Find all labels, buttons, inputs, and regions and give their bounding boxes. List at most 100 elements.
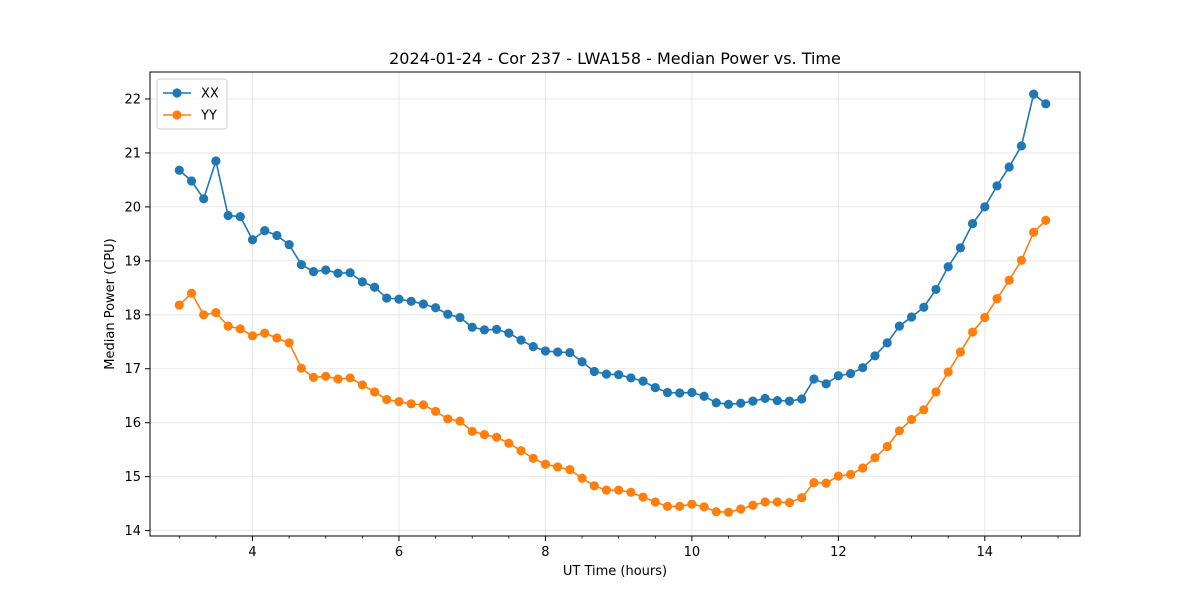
data-point-xx [601, 369, 612, 379]
y-tick-label: 19 [124, 254, 141, 269]
data-point-xx [1029, 89, 1039, 99]
data-point-xx [858, 363, 868, 373]
data-point-xx [321, 265, 331, 275]
plot-frame [149, 71, 1081, 537]
data-point-xx [638, 376, 648, 386]
data-point-yy [870, 453, 880, 463]
y-tick-label: 20 [124, 200, 141, 215]
data-point-yy [199, 310, 209, 320]
data-point-yy [382, 394, 392, 405]
data-point-yy [723, 507, 734, 517]
data-point-xx [931, 284, 941, 295]
data-point-yy [553, 462, 563, 472]
data-point-yy [321, 371, 331, 381]
data-point-yy [662, 501, 673, 511]
x-tick-label: 14 [977, 545, 994, 560]
data-point-xx [760, 393, 770, 404]
data-point-yy [784, 497, 795, 508]
legend-swatch-marker [172, 110, 182, 120]
grid [150, 72, 1080, 536]
data-point-yy [931, 387, 941, 397]
data-point-xx [577, 357, 587, 367]
data-point-yy [638, 492, 648, 502]
data-point-yy [491, 432, 502, 442]
chart-title: 2024-01-24 - Cor 237 - LWA158 - Median P… [389, 49, 841, 68]
data-point-yy [967, 327, 978, 337]
data-point-xx [369, 282, 380, 292]
data-point-yy [455, 416, 465, 426]
data-point-yy [479, 429, 490, 440]
data-point-xx [626, 373, 636, 383]
data-point-yy [748, 500, 758, 510]
data-point-xx [772, 395, 782, 406]
legend-item: XX [163, 87, 219, 102]
x-tick-label: 10 [684, 545, 701, 560]
data-point-xx [284, 240, 294, 250]
data-point-yy [235, 324, 245, 334]
y-tick-label: 15 [124, 470, 141, 485]
data-point-xx [821, 379, 831, 389]
data-point-yy [186, 288, 197, 298]
legend-item: YY [163, 109, 217, 124]
data-point-xx [272, 230, 282, 241]
data-point-xx [711, 398, 721, 408]
data-point-xx [479, 325, 490, 335]
data-point-yy [833, 471, 843, 481]
data-point-xx [1041, 99, 1051, 109]
data-point-yy [882, 441, 892, 452]
data-point-xx [845, 369, 856, 379]
data-point-yy [736, 504, 746, 514]
data-point-xx [443, 309, 453, 319]
data-point-yy [516, 446, 526, 456]
x-tick-label: 8 [541, 545, 549, 560]
data-point-xx [333, 268, 343, 278]
data-point-yy [675, 501, 685, 511]
data-point-yy [308, 372, 319, 382]
data-point-yy [711, 507, 721, 517]
data-point-xx [736, 398, 746, 408]
data-point-xx [919, 302, 929, 312]
data-point-xx [430, 303, 441, 313]
data-point-yy [223, 321, 233, 331]
data-point-xx [809, 374, 819, 384]
data-point-xx [797, 394, 807, 404]
y-tick-label: 18 [124, 308, 141, 323]
data-point-yy [809, 477, 819, 488]
data-point-xx [199, 194, 209, 204]
x-tick-label: 12 [830, 545, 847, 560]
data-point-xx [687, 387, 697, 398]
data-point-yy [650, 497, 660, 507]
legend: XX YY [156, 78, 228, 130]
data-point-yy [919, 405, 929, 415]
data-point-xx [540, 346, 551, 356]
data-point-xx [992, 181, 1002, 191]
data-point-xx [516, 335, 526, 345]
data-point-xx [491, 324, 502, 334]
data-point-yy [992, 294, 1002, 304]
y-tick-label: 17 [124, 362, 141, 377]
data-point-xx [296, 260, 306, 270]
data-point-xx [870, 351, 880, 361]
data-point-yy [955, 347, 966, 357]
data-point-yy [247, 331, 258, 341]
data-point-yy [174, 300, 184, 310]
data-point-xx [308, 267, 319, 277]
data-point-xx [675, 388, 685, 398]
data-point-yy [406, 399, 416, 409]
data-point-xx [174, 165, 184, 175]
data-point-xx [528, 342, 538, 352]
x-tick-label: 6 [395, 545, 403, 560]
data-point-xx [589, 366, 599, 377]
data-point-yy [504, 438, 514, 448]
data-point-xx [345, 268, 355, 278]
data-point-xx [723, 399, 734, 409]
data-point-xx [260, 226, 270, 236]
x-axis-title: UT Time (hours) [563, 564, 667, 579]
data-point-yy [260, 328, 270, 338]
data-point-yy [1041, 215, 1051, 225]
data-point-yy [394, 397, 404, 407]
y-tick-label: 14 [124, 524, 141, 539]
data-point-xx [504, 328, 514, 338]
data-point-xx [565, 347, 575, 358]
